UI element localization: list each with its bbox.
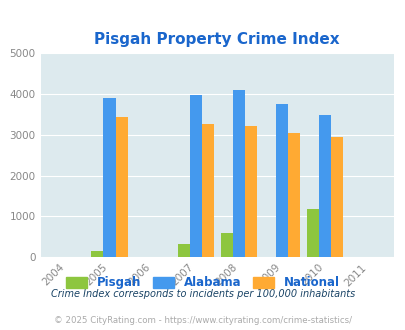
Bar <box>318 115 330 257</box>
Legend: Pisgah, Alabama, National: Pisgah, Alabama, National <box>61 272 344 294</box>
Bar <box>287 133 299 257</box>
Bar <box>330 137 342 257</box>
Bar <box>232 90 244 257</box>
Bar <box>275 104 287 257</box>
Bar <box>91 251 103 257</box>
Bar <box>177 244 189 257</box>
Bar <box>306 209 318 257</box>
Bar <box>244 126 256 257</box>
Text: Crime Index corresponds to incidents per 100,000 inhabitants: Crime Index corresponds to incidents per… <box>51 289 354 299</box>
Bar <box>189 95 201 257</box>
Bar <box>201 124 213 257</box>
Bar <box>103 98 115 257</box>
Text: © 2025 CityRating.com - https://www.cityrating.com/crime-statistics/: © 2025 CityRating.com - https://www.city… <box>54 316 351 325</box>
Title: Pisgah Property Crime Index: Pisgah Property Crime Index <box>94 32 339 48</box>
Bar <box>115 117 127 257</box>
Bar <box>220 233 232 257</box>
